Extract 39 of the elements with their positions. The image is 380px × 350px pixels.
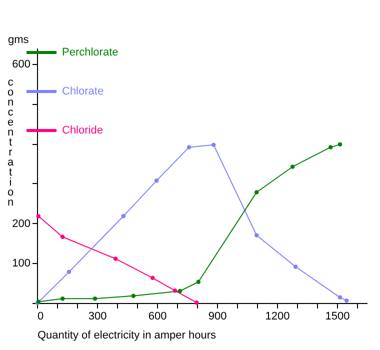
x-tick-label: 900: [208, 310, 227, 322]
y-tick-label: 100: [12, 258, 30, 270]
point: [328, 145, 333, 150]
legend-label: Perchlorate: [62, 46, 118, 58]
point: [338, 142, 342, 147]
point: [338, 295, 342, 300]
y-tick-label: 600: [12, 58, 30, 70]
point: [121, 214, 126, 218]
point: [113, 256, 118, 261]
point: [36, 214, 41, 218]
x-tick-label: 300: [88, 310, 107, 322]
point: [290, 164, 295, 169]
y-tick-label: 200: [12, 218, 30, 230]
x-tick-label: 1200: [265, 310, 290, 322]
legend-label: Chloride: [62, 124, 103, 136]
point: [293, 264, 298, 269]
x-tick-label: 1500: [325, 310, 350, 322]
point: [186, 145, 192, 150]
legend-label: Chlorate: [62, 86, 104, 98]
point: [178, 288, 182, 294]
point: [150, 276, 155, 280]
x-axis-title: Quantity of electricity in amper hours: [38, 330, 217, 342]
text: concentration: [7, 76, 14, 208]
point: [211, 142, 216, 147]
point: [254, 233, 259, 238]
point: [194, 300, 199, 305]
point: [254, 190, 259, 194]
x-tick-label: 0: [38, 310, 44, 322]
point: [60, 296, 65, 301]
point: [60, 234, 65, 239]
point: [344, 298, 349, 303]
point: [154, 178, 159, 183]
point: [66, 270, 72, 274]
text: gms: [8, 34, 30, 46]
point: [172, 288, 178, 293]
point: [196, 280, 201, 284]
point: [131, 294, 136, 298]
x-tick-label: 600: [148, 310, 167, 322]
point: [92, 296, 98, 301]
